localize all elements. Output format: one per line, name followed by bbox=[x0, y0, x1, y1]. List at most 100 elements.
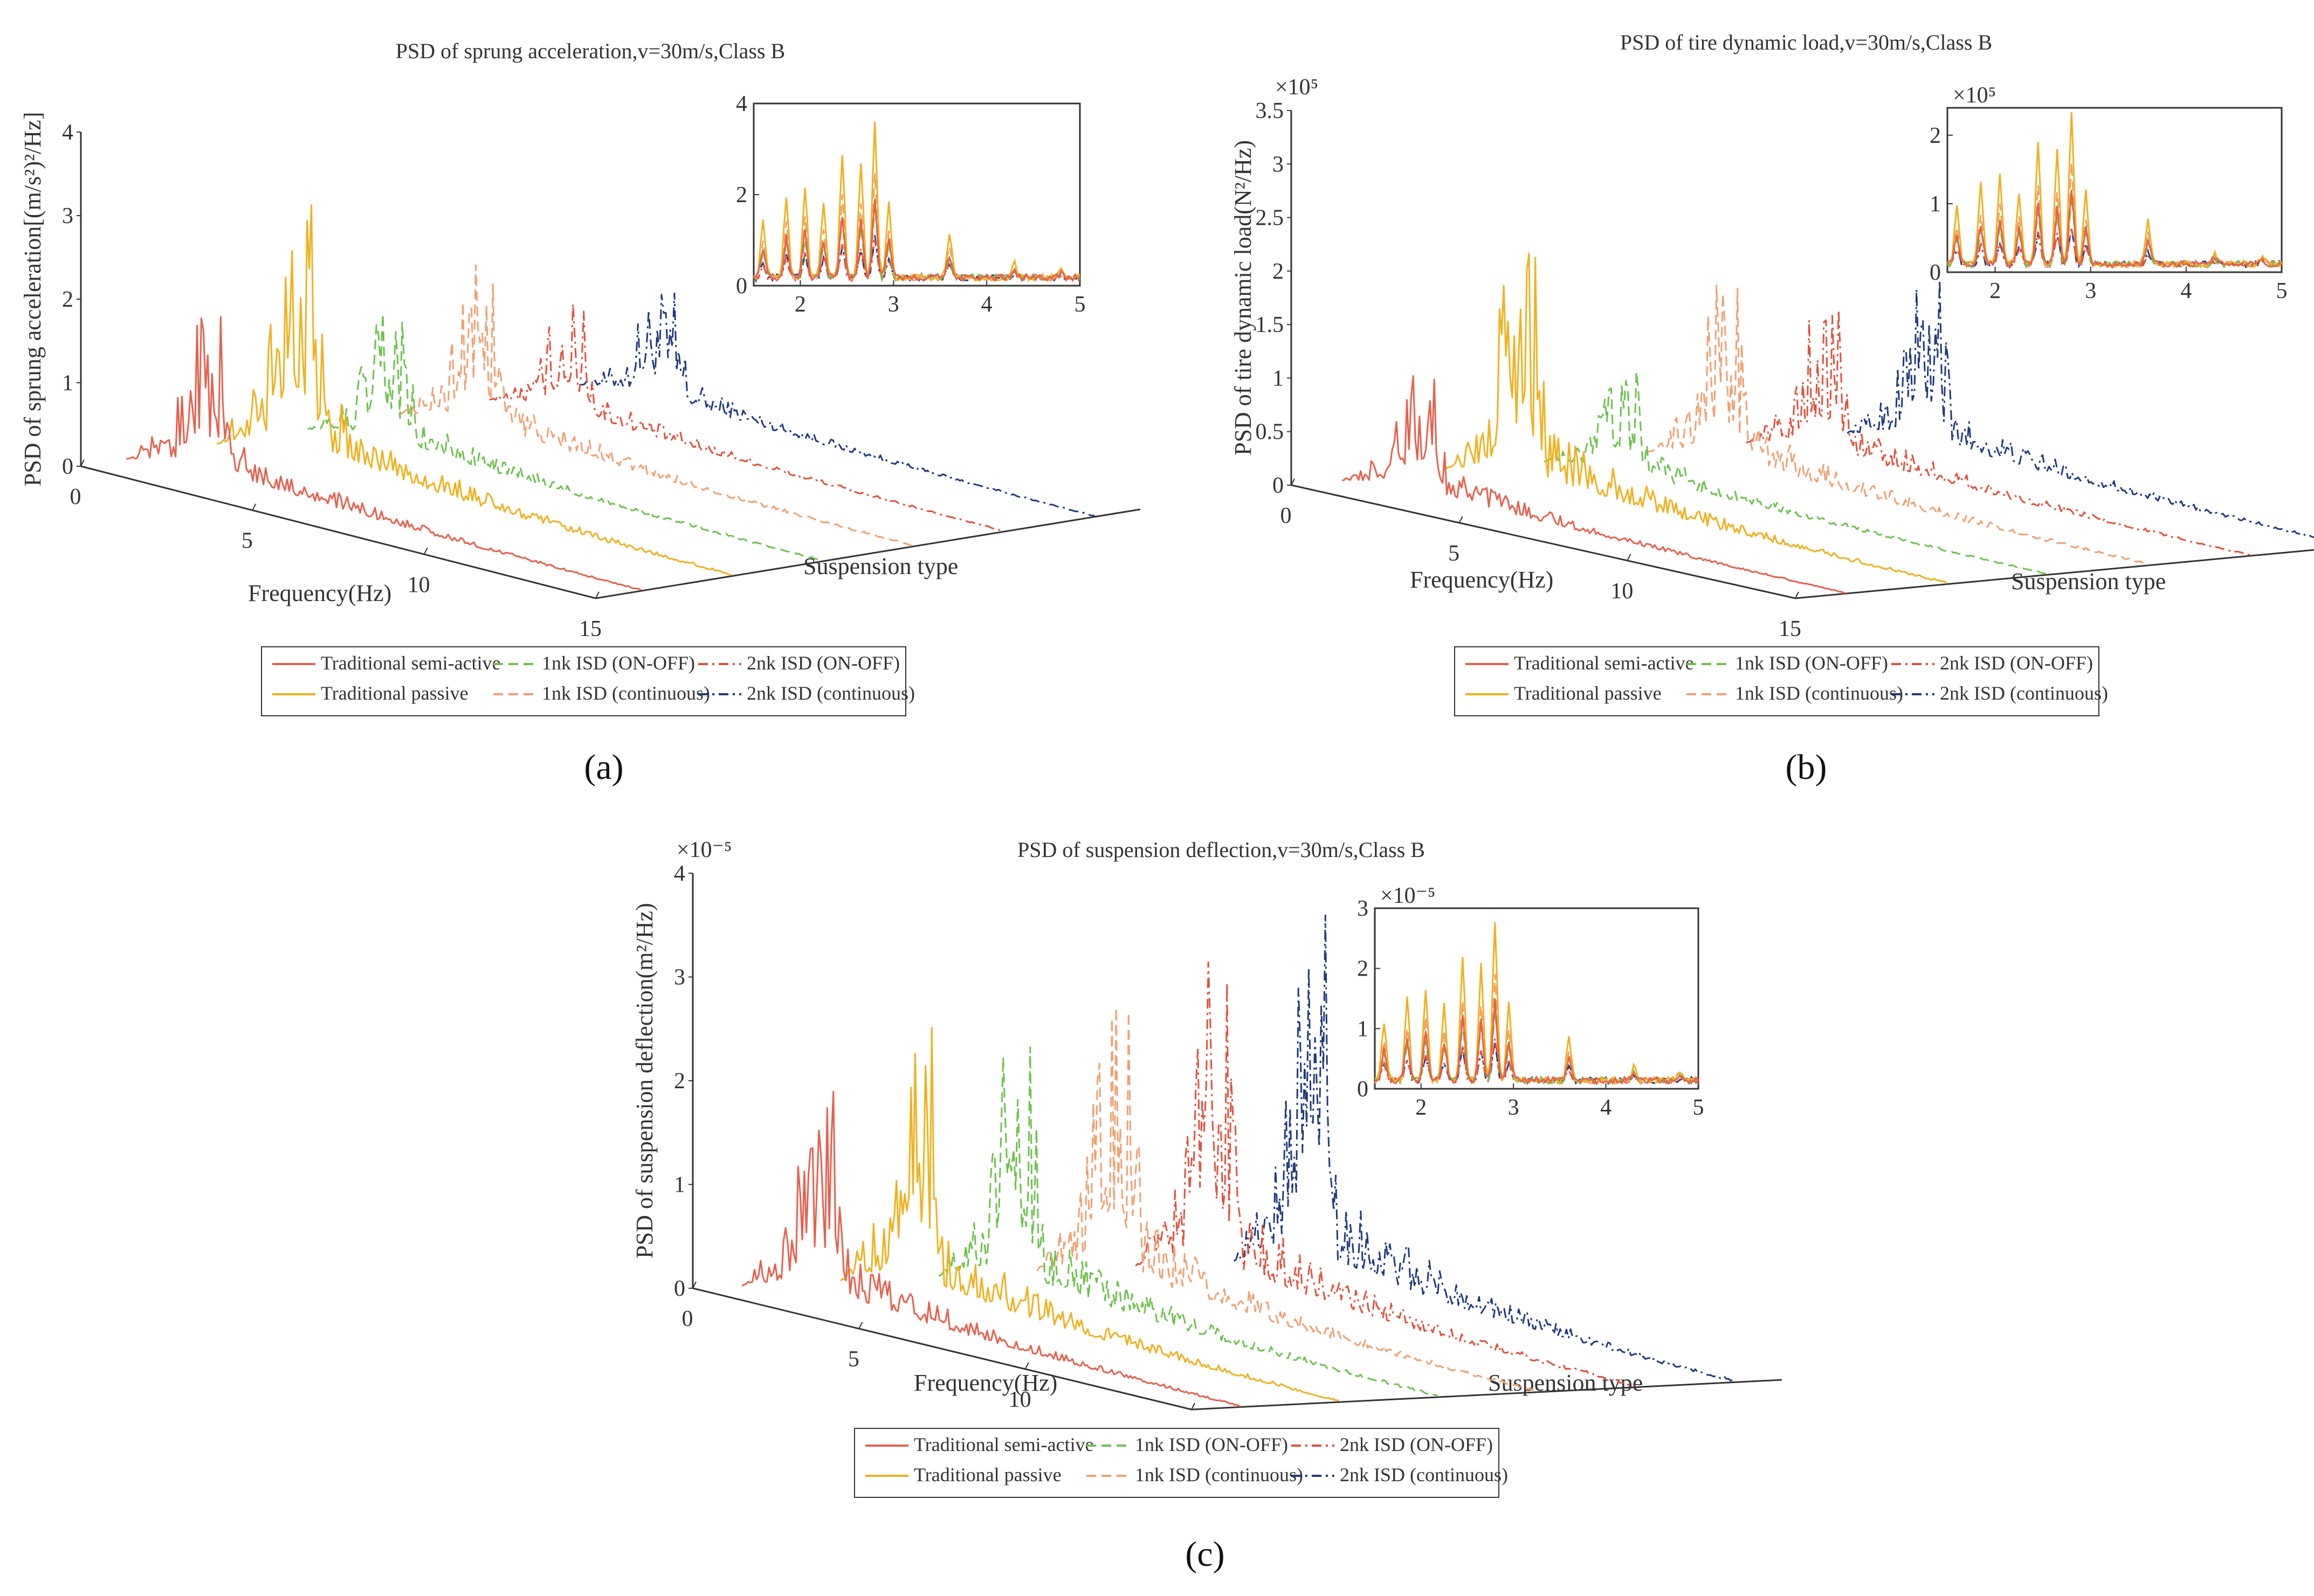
z-tick-label: 3 bbox=[62, 204, 73, 229]
legend-entry-label: Traditional passive bbox=[321, 682, 469, 704]
inset-multiplier: ×10⁵ bbox=[1953, 83, 1996, 108]
inset-x-tick-label: 2 bbox=[1989, 279, 2001, 303]
inset-x-tick-label: 2 bbox=[795, 292, 806, 317]
inset-x-tick-label: 4 bbox=[981, 292, 993, 317]
legend-entry-label: 2nk ISD (ON-OFF) bbox=[747, 652, 900, 674]
inset-multiplier: ×10⁻⁵ bbox=[1380, 883, 1436, 908]
x-tick-label: 5 bbox=[242, 529, 253, 554]
legend-entry-label: Traditional semi-active bbox=[914, 1434, 1094, 1455]
x-tick-mark bbox=[1191, 1402, 1195, 1410]
z-tick-label: 2 bbox=[62, 287, 73, 312]
depth-axis-label: Suspension type bbox=[803, 553, 958, 579]
inset-y-tick-label: 1 bbox=[1930, 192, 1941, 217]
inset-plot: 2 3 4 5 0 1 2 ×10⁵ bbox=[1930, 83, 2288, 303]
depth-axis-label: Suspension type bbox=[1488, 1370, 1643, 1396]
subfigure-label: (b) bbox=[1786, 748, 1827, 787]
inset-x-tick-label: 4 bbox=[2180, 279, 2192, 303]
legend-entry-label: 2nk ISD (continuous) bbox=[747, 682, 915, 704]
legend-entry-label: 1nk ISD (continuous) bbox=[1135, 1464, 1303, 1486]
series-line-5 bbox=[580, 292, 1096, 517]
x-tick-mark bbox=[252, 503, 257, 511]
frequency-axis-line bbox=[692, 1287, 1192, 1411]
suspension-axis-line bbox=[1191, 1379, 1782, 1411]
inset-series-line-0 bbox=[1374, 998, 1699, 1086]
x-tick-mark bbox=[1795, 591, 1799, 599]
inset-x-tick-label: 3 bbox=[888, 292, 899, 317]
inset-y-tick-label: 0 bbox=[1357, 1077, 1368, 1102]
x-tick-label: 0 bbox=[70, 485, 81, 509]
series-line-2 bbox=[307, 313, 823, 562]
chart-title: PSD of sprung acceleration,v=30m/s,Class… bbox=[396, 39, 785, 63]
z-multiplier: ×10⁻⁵ bbox=[677, 838, 732, 862]
inset-y-tick-label: 4 bbox=[736, 92, 747, 116]
x-tick-label: 15 bbox=[579, 617, 602, 641]
inset-series-line-0 bbox=[1946, 189, 2282, 268]
z-tick-label: 2 bbox=[1272, 259, 1284, 284]
z-tick-label: 3.5 bbox=[1256, 99, 1284, 123]
x-axis-label: Frequency(Hz) bbox=[914, 1370, 1057, 1396]
inset-y-tick-label: 1 bbox=[1357, 1017, 1368, 1041]
inset-y-tick-label: 3 bbox=[1357, 896, 1368, 921]
legend-frame bbox=[261, 646, 906, 716]
legend-entry-label: Traditional passive bbox=[1514, 682, 1662, 704]
z-tick-label: 3 bbox=[674, 965, 685, 990]
chart-b: PSD of tire dynamic load,v=30m/s,Class B… bbox=[1230, 30, 2314, 787]
series-line-3 bbox=[1036, 1006, 1537, 1392]
depth-axis-label: Suspension type bbox=[2011, 568, 2166, 595]
series-line-3 bbox=[398, 264, 914, 547]
inset-frame bbox=[753, 102, 1081, 287]
z-tick-label: 0 bbox=[1272, 473, 1284, 498]
z-multiplier: ×10⁵ bbox=[1275, 75, 1318, 100]
legend-entry-label: Traditional semi-active bbox=[321, 652, 501, 674]
series-line-1 bbox=[839, 1027, 1340, 1401]
legend-entry-label: 1nk ISD (ON-OFF) bbox=[542, 652, 695, 674]
z-tick-label: 3 bbox=[1272, 152, 1284, 177]
inset-y-tick-label: 2 bbox=[736, 183, 747, 208]
y-axis-label: PSD of tire dynamic load(N²/Hz) bbox=[1230, 140, 1256, 455]
chart-title: PSD of suspension deflection,v=30m/s,Cla… bbox=[1017, 838, 1425, 862]
legend-frame bbox=[854, 1428, 1499, 1498]
suspension-axis-line bbox=[595, 508, 1141, 599]
z-tick-label: 1 bbox=[1272, 366, 1284, 391]
legend-entry-label: 1nk ISD (continuous) bbox=[542, 682, 710, 704]
legend-entry-label: 1nk ISD (ON-OFF) bbox=[1135, 1434, 1288, 1455]
chart-c: PSD of suspension deflection,v=30m/s,Cla… bbox=[631, 838, 1782, 1574]
inset-plot: 2 3 4 5 0 2 4 bbox=[736, 92, 1086, 317]
y-axis-label: PSD of sprung acceleration[(m/s²)²/Hz] bbox=[19, 112, 46, 487]
legend: Traditional semi-active Traditional passi… bbox=[1454, 646, 2108, 716]
legend-entry-label: 1nk ISD (ON-OFF) bbox=[1735, 652, 1888, 674]
inset-x-tick-label: 5 bbox=[1693, 1095, 1704, 1120]
series-line-4 bbox=[1746, 309, 2251, 556]
inset-y-tick-label: 0 bbox=[736, 274, 747, 299]
legend-entry-label: Traditional semi-active bbox=[1514, 652, 1694, 674]
inset-x-tick-label: 3 bbox=[1508, 1095, 1519, 1120]
z-tick-label: 2.5 bbox=[1256, 206, 1284, 231]
x-tick-label: 0 bbox=[1280, 503, 1292, 528]
legend-entry-label: 2nk ISD (continuous) bbox=[1340, 1464, 1508, 1486]
x-tick-label: 5 bbox=[848, 1347, 859, 1372]
series-line-5 bbox=[1847, 279, 2314, 538]
legend-entry-label: 2nk ISD (ON-OFF) bbox=[1940, 652, 2093, 674]
x-tick-mark bbox=[692, 1281, 697, 1289]
x-tick-mark bbox=[423, 547, 428, 555]
series-line-0 bbox=[1341, 375, 1847, 594]
z-tick-label: 1.5 bbox=[1256, 313, 1284, 337]
x-tick-mark bbox=[858, 1322, 863, 1329]
x-tick-mark bbox=[1024, 1362, 1029, 1370]
legend: Traditional semi-active Traditional passi… bbox=[854, 1428, 1508, 1498]
inset-y-tick-label: 2 bbox=[1930, 123, 1941, 148]
frequency-axis-line bbox=[1291, 484, 1796, 599]
legend-entry-label: 2nk ISD (ON-OFF) bbox=[1340, 1434, 1493, 1455]
frequency-axis-line bbox=[80, 465, 596, 599]
suspension-axis-line bbox=[1795, 549, 2314, 599]
subfigure-label: (a) bbox=[584, 748, 623, 787]
x-tick-label: 15 bbox=[1779, 617, 1801, 641]
legend-entry-label: 2nk ISD (continuous) bbox=[1940, 682, 2108, 704]
x-tick-mark bbox=[1627, 554, 1631, 561]
series-line-4 bbox=[1135, 962, 1635, 1387]
x-tick-label: 10 bbox=[1610, 579, 1633, 604]
legend-frame bbox=[1454, 646, 2099, 716]
x-tick-mark bbox=[595, 591, 600, 599]
legend-entry-label: 1nk ISD (continuous) bbox=[1735, 682, 1903, 704]
